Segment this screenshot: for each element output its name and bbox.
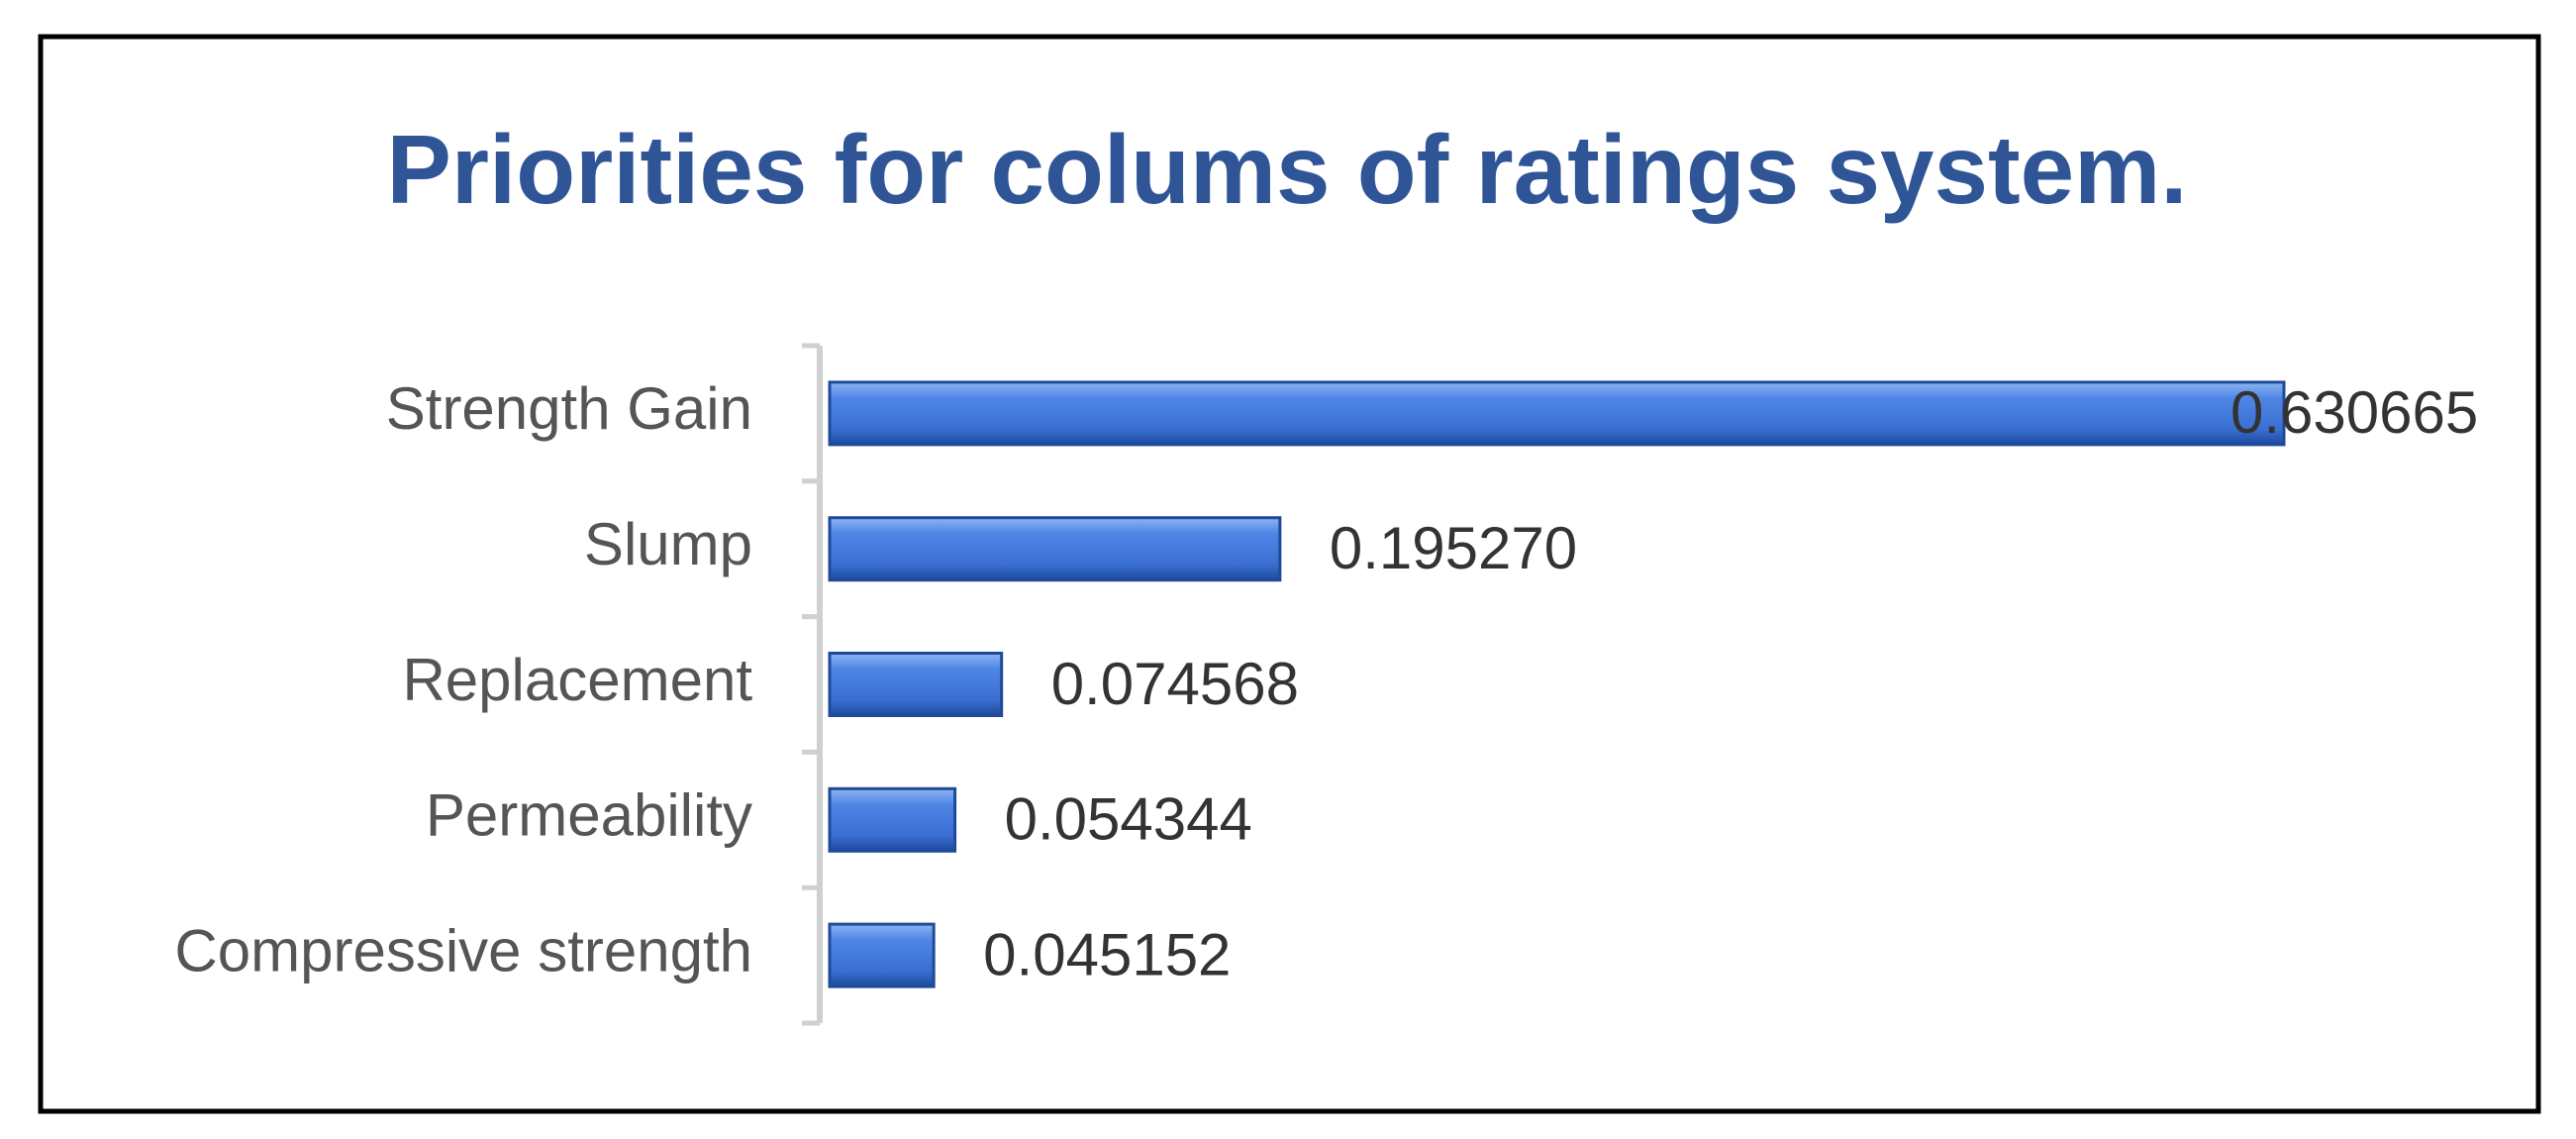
bar (828, 516, 1282, 582)
chart-border (38, 34, 2541, 1114)
value-label: 0.074568 (1051, 651, 1299, 717)
value-label: 0.195270 (1330, 515, 1577, 581)
bar (828, 380, 2286, 447)
value-label: 0.054344 (1005, 786, 1252, 853)
value-label: 0.630665 (2230, 379, 2478, 446)
category-label: Compressive strength (174, 917, 752, 984)
bar (828, 786, 957, 853)
category-label: Strength Gain (386, 375, 752, 442)
value-label: 0.045152 (983, 921, 1231, 987)
chart-title: Priorities for colums of ratings system. (387, 115, 2188, 224)
category-label: Slump (584, 511, 752, 577)
category-label: Permeability (426, 782, 752, 849)
bar (828, 922, 936, 988)
bar (828, 652, 1004, 717)
category-label: Replacement (402, 647, 752, 713)
